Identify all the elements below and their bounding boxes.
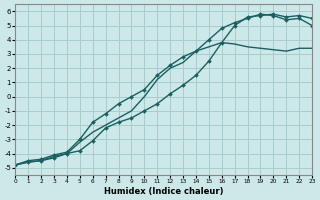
X-axis label: Humidex (Indice chaleur): Humidex (Indice chaleur) <box>104 187 223 196</box>
